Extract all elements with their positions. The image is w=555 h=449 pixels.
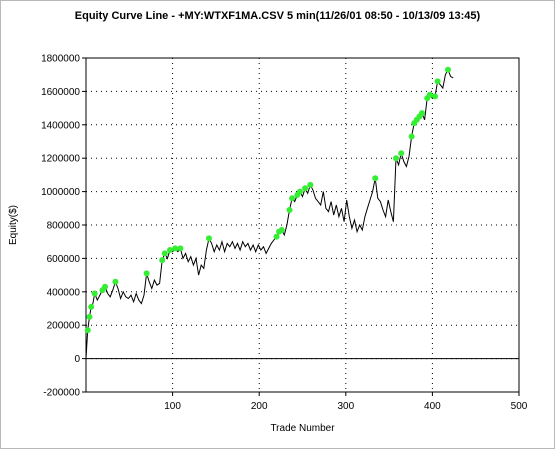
y-tick-label: 1000000 <box>41 187 80 198</box>
equity-high-marker <box>444 66 451 73</box>
equity-high-marker <box>419 110 426 117</box>
y-tick-label: -200000 <box>43 388 80 399</box>
equity-high-marker <box>408 133 415 140</box>
equity-high-marker <box>102 283 109 290</box>
y-tick-label: 200000 <box>47 321 81 332</box>
equity-high-marker <box>393 155 400 162</box>
equity-high-marker <box>431 93 438 100</box>
x-tick-label: 200 <box>251 401 268 412</box>
equity-high-marker <box>91 290 98 297</box>
axis-layer: -200000 0 200000 400000 600000 800000 1000000 1… <box>41 54 528 413</box>
equity-high-marker <box>143 270 150 277</box>
equity-high-marker <box>289 195 296 202</box>
x-axis-label: Trade Number <box>270 423 335 434</box>
grid-layer <box>86 58 519 392</box>
y-tick-label: 400000 <box>47 287 81 298</box>
equity-high-marker <box>159 257 166 264</box>
x-tick-label: 500 <box>511 401 528 412</box>
y-tick-label: 1200000 <box>41 154 80 165</box>
equity-high-marker <box>434 78 441 85</box>
y-tick-label: 800000 <box>47 221 81 232</box>
equity-high-marker <box>273 233 280 240</box>
equity-high-marker <box>167 247 174 254</box>
equity-high-marker <box>302 185 309 192</box>
marker-layer <box>84 66 451 334</box>
y-tick-label: 0 <box>74 354 80 365</box>
equity-high-marker <box>177 245 184 252</box>
y-tick-label: 1800000 <box>41 54 80 65</box>
equity-high-marker <box>112 278 119 285</box>
equity-high-marker <box>205 235 212 242</box>
x-tick-label: 100 <box>164 401 181 412</box>
y-tick-label: 1600000 <box>41 87 80 98</box>
equity-high-marker <box>307 181 314 188</box>
chart-title: Equity Curve Line - +MY:WTXF1MA.CSV 5 mi… <box>74 10 481 22</box>
equity-high-marker <box>278 227 285 234</box>
equity-high-marker <box>172 245 179 252</box>
equity-high-marker <box>398 150 405 157</box>
x-tick-label: 400 <box>424 401 441 412</box>
equity-high-marker <box>296 188 303 195</box>
equity-high-marker <box>426 91 433 98</box>
y-tick-label: 1400000 <box>41 120 80 131</box>
equity-high-marker <box>88 303 95 310</box>
equity-high-marker <box>372 175 379 182</box>
equity-high-marker <box>86 313 93 320</box>
plot-area <box>85 57 520 393</box>
equity-high-marker <box>84 327 91 334</box>
y-tick-label: 600000 <box>47 254 81 265</box>
equity-high-marker <box>286 206 293 213</box>
equity-line <box>85 68 454 359</box>
equity-high-marker <box>161 250 168 257</box>
y-axis-label: Equity($) <box>8 205 19 245</box>
x-tick-label: 300 <box>337 401 354 412</box>
